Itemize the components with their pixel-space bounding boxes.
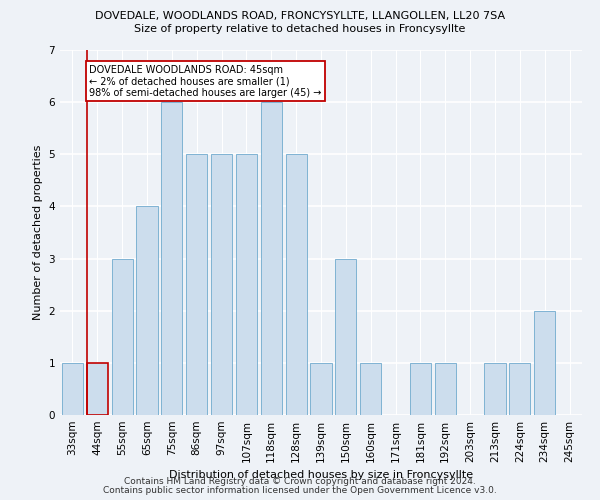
Bar bbox=[286, 154, 307, 415]
X-axis label: Distribution of detached houses by size in Froncysyllte: Distribution of detached houses by size … bbox=[169, 470, 473, 480]
Bar bbox=[136, 206, 158, 415]
Bar bbox=[310, 363, 332, 415]
Y-axis label: Number of detached properties: Number of detached properties bbox=[33, 145, 43, 320]
Text: DOVEDALE, WOODLANDS ROAD, FRONCYSYLLTE, LLANGOLLEN, LL20 7SA: DOVEDALE, WOODLANDS ROAD, FRONCYSYLLTE, … bbox=[95, 11, 505, 21]
Bar bbox=[360, 363, 381, 415]
Bar bbox=[410, 363, 431, 415]
Bar bbox=[534, 310, 555, 415]
Bar bbox=[62, 363, 83, 415]
Bar bbox=[435, 363, 456, 415]
Bar bbox=[161, 102, 182, 415]
Bar bbox=[509, 363, 530, 415]
Bar bbox=[484, 363, 506, 415]
Text: Contains public sector information licensed under the Open Government Licence v3: Contains public sector information licen… bbox=[103, 486, 497, 495]
Text: Contains HM Land Registry data © Crown copyright and database right 2024.: Contains HM Land Registry data © Crown c… bbox=[124, 477, 476, 486]
Bar bbox=[335, 258, 356, 415]
Text: Size of property relative to detached houses in Froncysyllte: Size of property relative to detached ho… bbox=[134, 24, 466, 34]
Bar bbox=[211, 154, 232, 415]
Bar bbox=[236, 154, 257, 415]
Bar bbox=[87, 363, 108, 415]
Bar bbox=[186, 154, 207, 415]
Text: DOVEDALE WOODLANDS ROAD: 45sqm
← 2% of detached houses are smaller (1)
98% of se: DOVEDALE WOODLANDS ROAD: 45sqm ← 2% of d… bbox=[89, 64, 322, 98]
Bar bbox=[261, 102, 282, 415]
Bar bbox=[112, 258, 133, 415]
